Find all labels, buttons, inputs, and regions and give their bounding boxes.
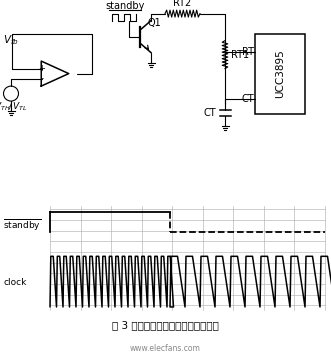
Text: RT2: RT2 [173, 0, 191, 8]
Text: CT: CT [241, 93, 254, 104]
Bar [255, 34, 305, 114]
Text: $V_{fb}$: $V_{fb}$ [3, 34, 19, 48]
Text: UCC3895: UCC3895 [275, 49, 285, 98]
Text: 图 3 时钟频率突降实现电路和钟波形: 图 3 时钟频率突降实现电路和钟波形 [112, 321, 219, 331]
Text: standby: standby [105, 1, 145, 10]
Text: www.elecfans.com: www.elecfans.com [130, 344, 201, 353]
Text: $V_{TH}/V_{TL}$: $V_{TH}/V_{TL}$ [0, 100, 27, 113]
Text: CT: CT [203, 108, 216, 118]
Text: RT1: RT1 [231, 49, 249, 60]
Text: +: + [39, 64, 45, 73]
Text: -: - [40, 74, 43, 83]
Text: clock: clock [3, 278, 26, 287]
Text: $\overline{\mathrm{standby}}$: $\overline{\mathrm{standby}}$ [3, 217, 41, 233]
Text: RT: RT [242, 47, 254, 57]
Text: Q1: Q1 [147, 18, 161, 27]
